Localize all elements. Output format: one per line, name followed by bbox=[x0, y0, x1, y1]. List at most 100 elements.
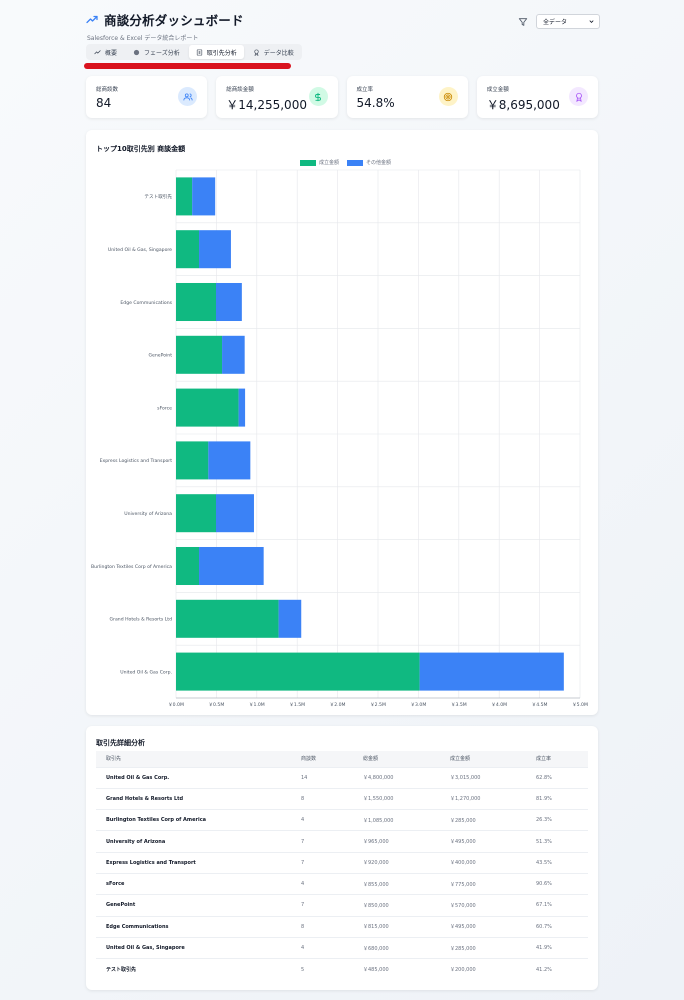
cell-deal-count: 7 bbox=[291, 830, 353, 853]
x-tick-label: ￥1.5M bbox=[289, 702, 305, 708]
bar-other bbox=[199, 230, 231, 269]
y-tick-label: Edge Communications bbox=[120, 300, 172, 306]
cell-won-amount: ￥285,000 bbox=[440, 809, 526, 831]
x-tick-label: ￥2.0M bbox=[330, 702, 346, 708]
header: 商談分析ダッシュボード Salesforce & Excel データ統合レポート… bbox=[86, 10, 600, 70]
header-won-amount: 成立金額 bbox=[450, 756, 471, 763]
cell-total-amount: ￥485,000 bbox=[353, 958, 440, 980]
chart-title: トップ10取引先別 商談金額 bbox=[96, 145, 186, 153]
cell-total-amount: ￥855,000 bbox=[353, 872, 440, 895]
cell-account: Edge Communications bbox=[96, 915, 291, 938]
account-detail-table: 取引先 商談数 総金額 成立金額 成立率 United Oil & Gas Co… bbox=[96, 751, 588, 980]
kpi-value: 84 bbox=[96, 96, 112, 110]
award-icon bbox=[254, 49, 259, 56]
tab-label: フェーズ分析 bbox=[144, 49, 180, 57]
bar-other bbox=[215, 282, 242, 322]
cell-deal-count: 7 bbox=[291, 894, 353, 917]
page-title: 商談分析ダッシュボード bbox=[104, 13, 244, 28]
cell-total-amount: ￥815,000 bbox=[353, 915, 440, 938]
cell-account: Express Logistics and Transport bbox=[96, 851, 291, 874]
legend-item-won[interactable]: 成立金額 bbox=[300, 159, 339, 166]
bar-won bbox=[176, 335, 223, 374]
cell-won-amount: ￥495,000 bbox=[440, 830, 526, 853]
y-tick-label: Grand Hotels & Resorts Ltd bbox=[110, 617, 173, 623]
legend-label: その他金額 bbox=[366, 160, 392, 166]
table-header-row: 取引先 商談数 総金額 成立金額 成立率 bbox=[96, 751, 588, 767]
cell-total-amount: ￥4,800,000 bbox=[353, 766, 440, 789]
cell-win-rate: 26.3% bbox=[526, 809, 588, 831]
cell-win-rate: 67.1% bbox=[526, 894, 588, 917]
kpi-value: 54.8% bbox=[356, 96, 395, 110]
bar-other bbox=[278, 599, 302, 638]
filter-group: 全データ bbox=[518, 14, 600, 29]
bar-other bbox=[419, 652, 564, 691]
tab-overview[interactable]: 概要 bbox=[87, 45, 124, 59]
cell-win-rate: 51.3% bbox=[526, 830, 588, 853]
kpi-cards: 総商談数 84 総商談金額 ￥14,255,000 成立率 54.8% 成立金額… bbox=[86, 76, 598, 118]
bar-other bbox=[215, 494, 254, 533]
cell-deal-count: 8 bbox=[291, 915, 353, 938]
table-row: Edge Communications 8 ￥815,000 ￥495,000 60.7… bbox=[96, 915, 588, 938]
bar-other bbox=[192, 177, 216, 216]
tab-label: 概要 bbox=[105, 49, 118, 57]
kpi-card-win-rate: 成立率 54.8% bbox=[346, 76, 468, 118]
cell-won-amount: ￥200,000 bbox=[440, 958, 526, 980]
tab-data-comparison[interactable]: データ比較 bbox=[246, 45, 301, 59]
y-tick-label: GenePoint bbox=[148, 353, 172, 359]
legend-item-other[interactable]: その他金額 bbox=[347, 159, 391, 166]
bar-won bbox=[176, 546, 200, 586]
bar-won bbox=[176, 230, 200, 269]
users-icon bbox=[178, 87, 198, 106]
table-row: United Oil & Gas Corp. 14 ￥4,800,000 ￥3,015… bbox=[96, 766, 588, 789]
pie-icon bbox=[133, 49, 140, 55]
header-account: 取引先 bbox=[106, 756, 122, 763]
cell-won-amount: ￥1,270,000 bbox=[440, 787, 526, 810]
table-row: テスト取引先 5 ￥485,000 ￥200,000 41.2% bbox=[96, 958, 588, 980]
chevron-down-icon bbox=[589, 20, 594, 23]
tab-account-analysis[interactable]: 取引先分析 bbox=[188, 45, 244, 59]
kpi-value: ￥8,695,000 bbox=[486, 98, 560, 112]
cell-account: United Oil & Gas Corp. bbox=[96, 766, 291, 789]
cell-win-rate: 43.5% bbox=[526, 851, 588, 874]
kpi-label: 成立金額 bbox=[486, 87, 509, 93]
target-icon bbox=[438, 87, 458, 106]
bar-won bbox=[176, 177, 193, 216]
kpi-card-total-amount: 総商談金額 ￥14,255,000 bbox=[216, 76, 338, 118]
bar-won bbox=[176, 652, 420, 691]
data-filter-select[interactable]: 全データ bbox=[536, 14, 600, 29]
cell-won-amount: ￥400,000 bbox=[440, 851, 526, 874]
x-tick-label: ￥3.0M bbox=[410, 702, 426, 708]
y-tick-label: Burlington Textiles Corp of America bbox=[91, 564, 172, 570]
cell-total-amount: ￥1,085,000 bbox=[353, 809, 440, 831]
x-tick-label: ￥3.5M bbox=[451, 702, 467, 708]
kpi-card-won-amount: 成立金額 ￥8,695,000 bbox=[476, 76, 598, 118]
cell-total-amount: ￥680,000 bbox=[353, 936, 440, 959]
cell-deal-count: 4 bbox=[291, 809, 353, 831]
kpi-label: 成立率 bbox=[356, 87, 374, 93]
cell-win-rate: 41.9% bbox=[526, 936, 588, 959]
dollar-icon bbox=[308, 87, 328, 106]
cell-account: United Oil & Gas, Singapore bbox=[96, 936, 291, 959]
cell-deal-count: 4 bbox=[291, 872, 353, 895]
cell-deal-count: 5 bbox=[291, 958, 353, 980]
x-tick-label: ￥4.5M bbox=[532, 702, 548, 708]
cell-won-amount: ￥285,000 bbox=[440, 936, 526, 959]
bar-won bbox=[176, 441, 209, 480]
cell-account: GenePoint bbox=[96, 894, 291, 917]
table-row: United Oil & Gas, Singapore 4 ￥680,000 ￥285… bbox=[96, 936, 588, 959]
cell-account: University of Arizona bbox=[96, 830, 291, 853]
bar-won bbox=[176, 388, 239, 427]
table-row: Grand Hotels & Resorts Ltd 8 ￥1,550,000 ￥1,… bbox=[96, 787, 588, 810]
x-tick-label: ￥4.0M bbox=[491, 702, 507, 708]
bar-other bbox=[238, 388, 246, 427]
y-tick-label: University of Arizona bbox=[124, 511, 172, 517]
cell-total-amount: ￥1,550,000 bbox=[353, 787, 440, 810]
kpi-value: ￥14,255,000 bbox=[226, 98, 307, 112]
cell-deal-count: 7 bbox=[291, 851, 353, 874]
x-tick-label: ￥1.0M bbox=[249, 702, 265, 708]
header-win-rate: 成立率 bbox=[536, 756, 552, 763]
y-tick-label: テスト取引先 bbox=[144, 193, 172, 200]
kpi-label: 総商談金額 bbox=[226, 87, 254, 93]
cell-win-rate: 60.7% bbox=[526, 915, 588, 938]
tab-phase-analysis[interactable]: フェーズ分析 bbox=[126, 45, 187, 59]
